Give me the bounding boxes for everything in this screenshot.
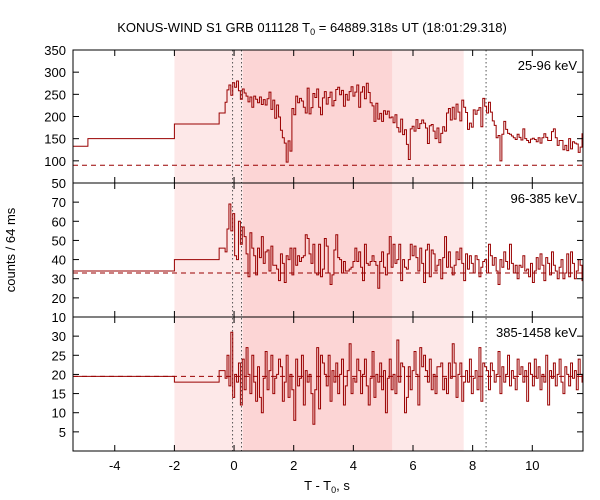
y-tick-label: 20	[52, 367, 66, 382]
y-tick-label: 20	[52, 291, 66, 306]
y-tick-label: 150	[44, 132, 66, 147]
x-tick-label: -2	[169, 458, 181, 473]
y-tick-label: 200	[44, 110, 66, 125]
y-tick-label: 70	[52, 195, 66, 210]
panel-frame-3	[72, 316, 584, 452]
x-tick-label: -4	[109, 458, 121, 473]
band-label: 25-96 keV	[518, 58, 578, 73]
x-tick-label: 6	[409, 458, 416, 473]
chart-title: KONUS-WIND S1 GRB 011128 T0 = 64889.318s…	[117, 20, 507, 37]
y-tick-label: 10	[52, 406, 66, 421]
band-label: 385-1458 keV	[496, 325, 577, 340]
y-tick-label: 30	[52, 272, 66, 287]
x-tick-label: 4	[350, 458, 357, 473]
y-tick-label: 250	[44, 87, 66, 102]
panel-3	[73, 331, 583, 425]
lightcurve-series	[73, 80, 583, 163]
y-tick-label: 15	[52, 387, 66, 402]
y-tick-label: 25	[52, 348, 66, 363]
y-tick-label: 30	[52, 329, 66, 344]
y-axis-label: counts / 64 ms	[3, 207, 18, 292]
x-tick-label: 10	[525, 458, 539, 473]
y-tick-label: 50	[52, 233, 66, 248]
panel-2	[73, 203, 583, 289]
y-tick-label: 10	[52, 310, 66, 325]
y-tick-label: 40	[52, 253, 66, 268]
x-axis-label: T - T0, s	[304, 478, 350, 495]
band-label: 96-385 keV	[511, 191, 578, 206]
y-tick-label: 50	[52, 176, 66, 191]
y-tick-label: 5	[59, 425, 66, 440]
y-tick-label: 60	[52, 214, 66, 229]
x-tick-label: 0	[230, 458, 237, 473]
lightcurve-series	[73, 203, 583, 289]
x-tick-label: 8	[469, 458, 476, 473]
lightcurve-series	[73, 331, 583, 425]
panel-1	[73, 80, 583, 166]
y-tick-label: 100	[44, 154, 66, 169]
x-tick-label: 2	[290, 458, 297, 473]
y-tick-label: 300	[44, 65, 66, 80]
y-tick-label: 350	[44, 43, 66, 58]
